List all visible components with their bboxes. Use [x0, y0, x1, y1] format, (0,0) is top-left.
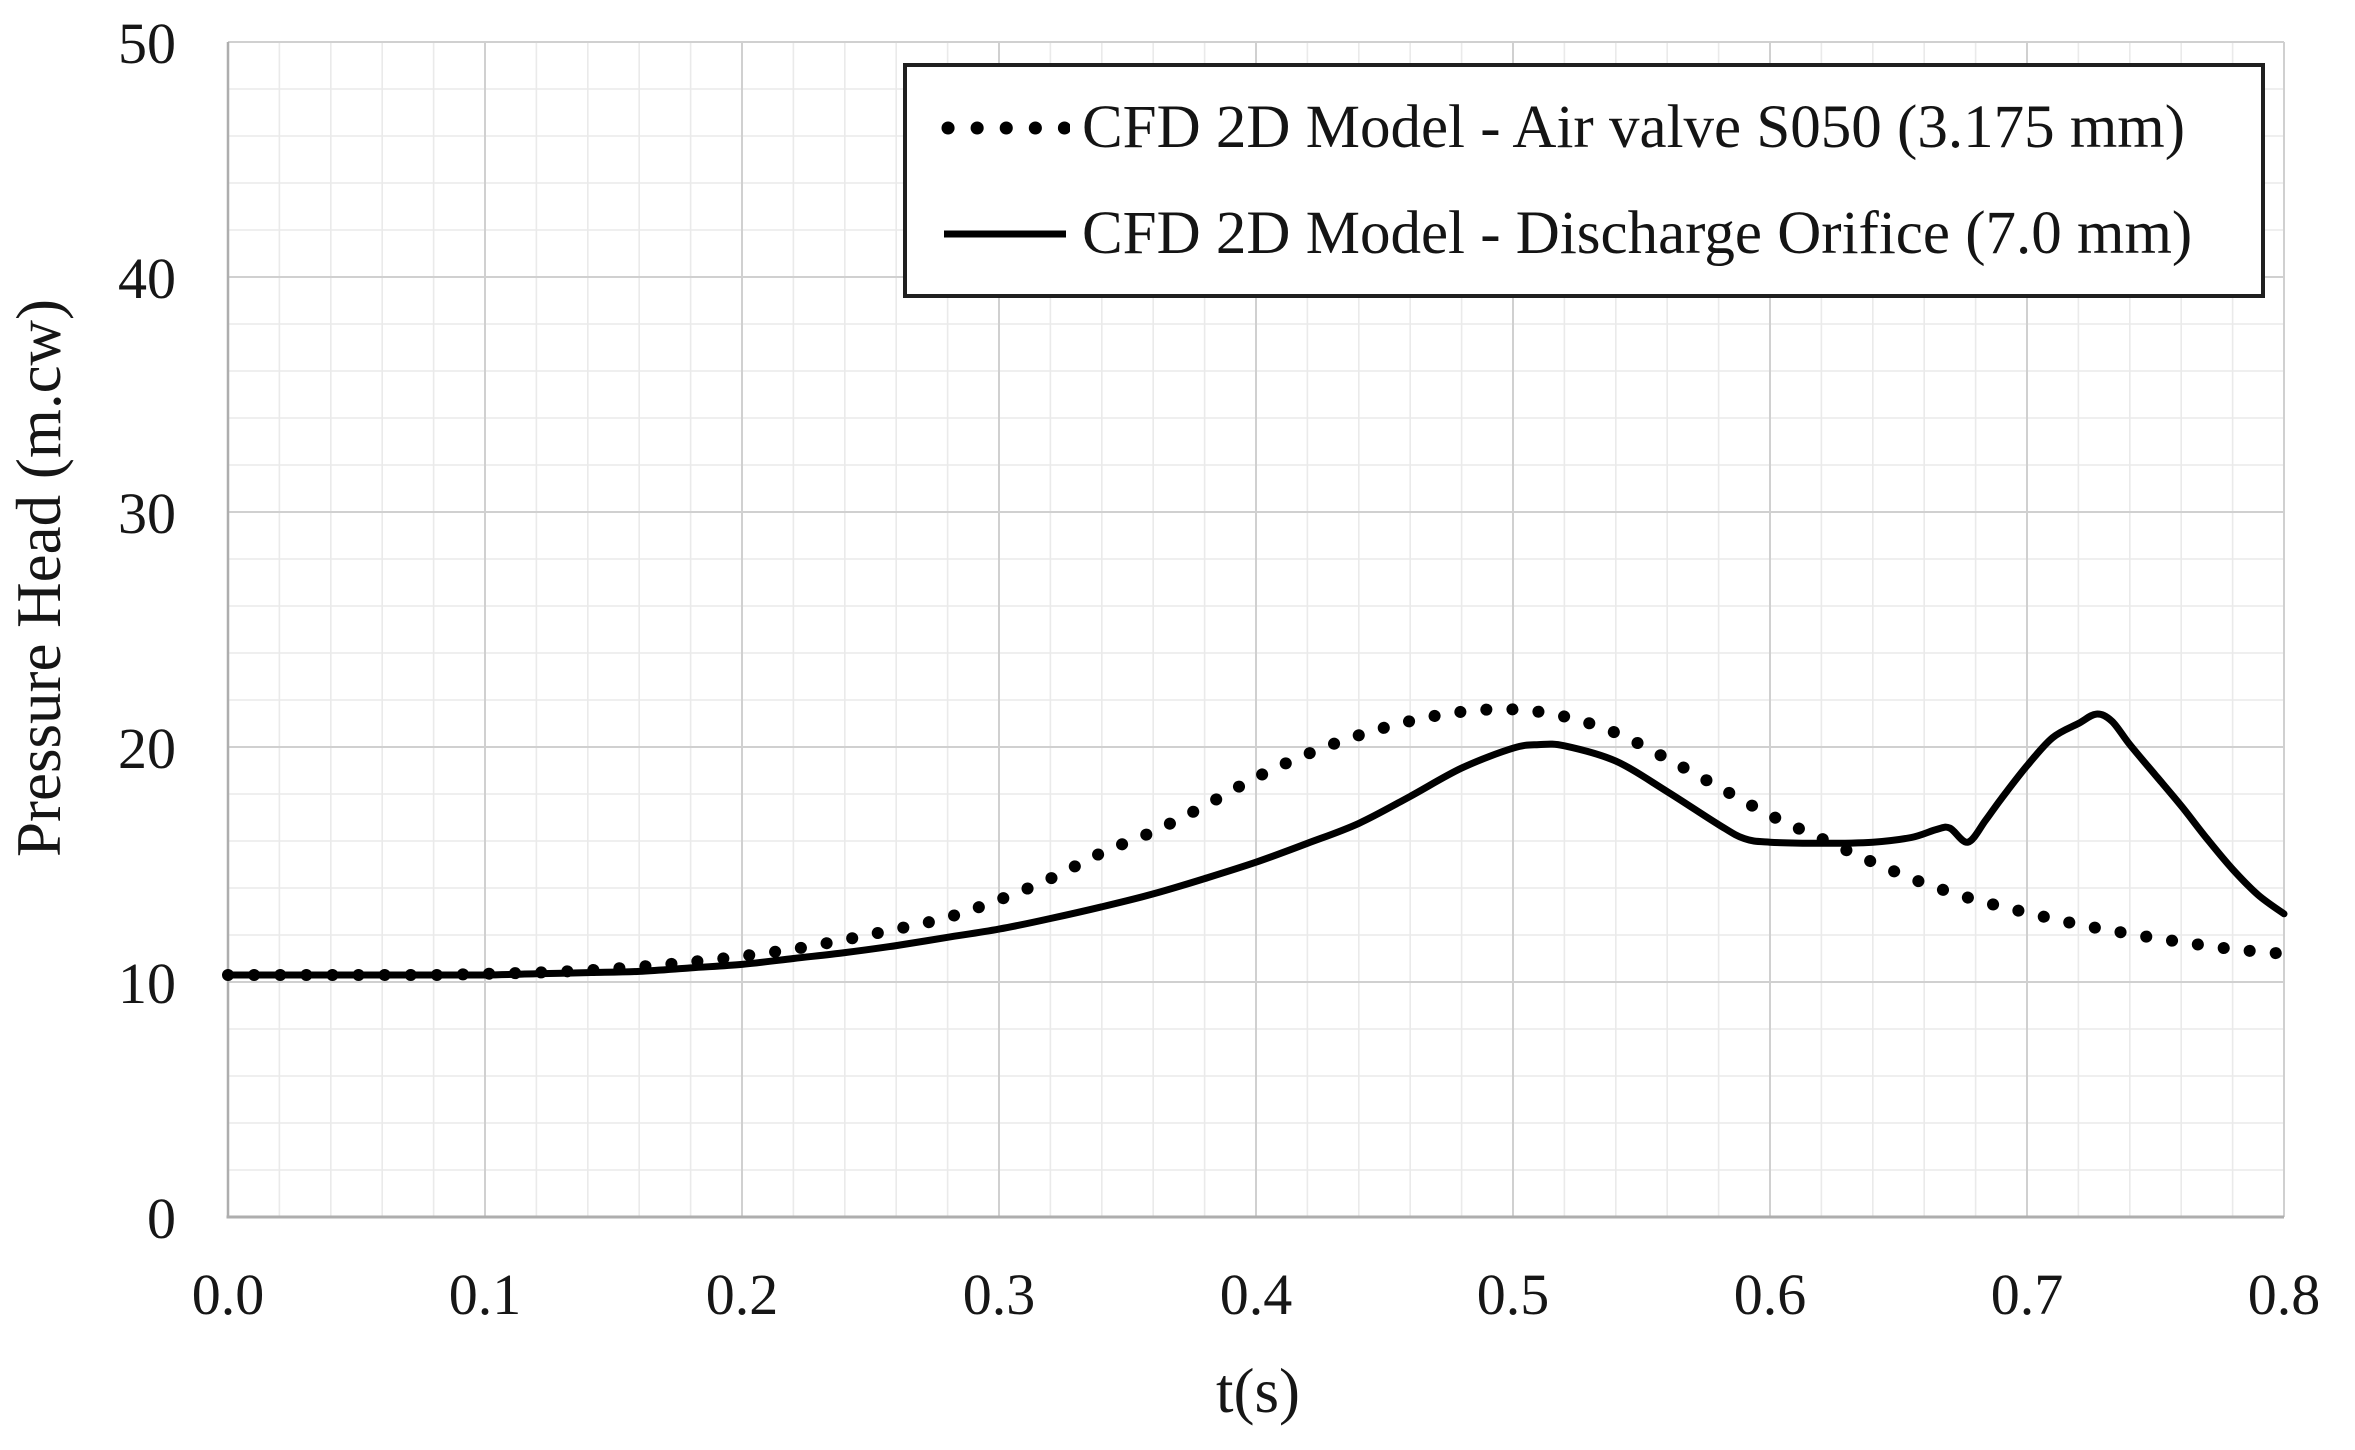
dotted-line-marker-icon	[941, 121, 1070, 134]
legend: CFD 2D Model - Air valve S050 (3.175 mm)…	[903, 63, 2265, 298]
y-tick-label-30: 30	[118, 481, 176, 546]
y-axis-title: Pressure Head (m.cw)	[4, 299, 74, 857]
x-axis-tick-labels: 0.0 0.1 0.2 0.3 0.4 0.5 0.6 0.7 0.8	[192, 1262, 2321, 1327]
x-axis-title: t(s)	[1216, 1356, 1300, 1426]
y-axis-tick-labels: 0 10 20 30 40 50	[118, 11, 176, 1251]
x-tick-label-0.5: 0.5	[1477, 1262, 1550, 1327]
y-tick-label-20: 20	[118, 716, 176, 781]
x-tick-label-0.4: 0.4	[1220, 1262, 1293, 1327]
y-tick-label-10: 10	[118, 951, 176, 1016]
solid-line-marker-icon	[944, 230, 1066, 237]
y-tick-label-50: 50	[118, 11, 176, 76]
axis-lines	[226, 42, 2284, 1219]
series-discharge-orifice-curve	[224, 710, 2288, 979]
x-tick-label-0.3: 0.3	[963, 1262, 1036, 1327]
legend-label-discharge-orifice: CFD 2D Model - Discharge Orifice (7.0 mm…	[1082, 200, 2193, 267]
legend-item-discharge-orifice: CFD 2D Model - Discharge Orifice (7.0 mm…	[940, 198, 2261, 270]
x-tick-label-0.7: 0.7	[1991, 1262, 2064, 1327]
x-tick-label-0.0: 0.0	[192, 1262, 265, 1327]
y-tick-label-40: 40	[118, 246, 176, 311]
x-tick-label-0.8: 0.8	[2248, 1262, 2321, 1327]
series-air-valve-curve	[222, 703, 2290, 982]
legend-label-air-valve: CFD 2D Model - Air valve S050 (3.175 mm)	[1082, 94, 2186, 161]
y-tick-label-0: 0	[147, 1186, 176, 1251]
legend-item-air-valve: CFD 2D Model - Air valve S050 (3.175 mm)	[940, 92, 2261, 164]
x-tick-label-0.1: 0.1	[449, 1262, 522, 1327]
x-tick-label-0.6: 0.6	[1734, 1262, 1807, 1327]
x-tick-label-0.2: 0.2	[706, 1262, 779, 1327]
